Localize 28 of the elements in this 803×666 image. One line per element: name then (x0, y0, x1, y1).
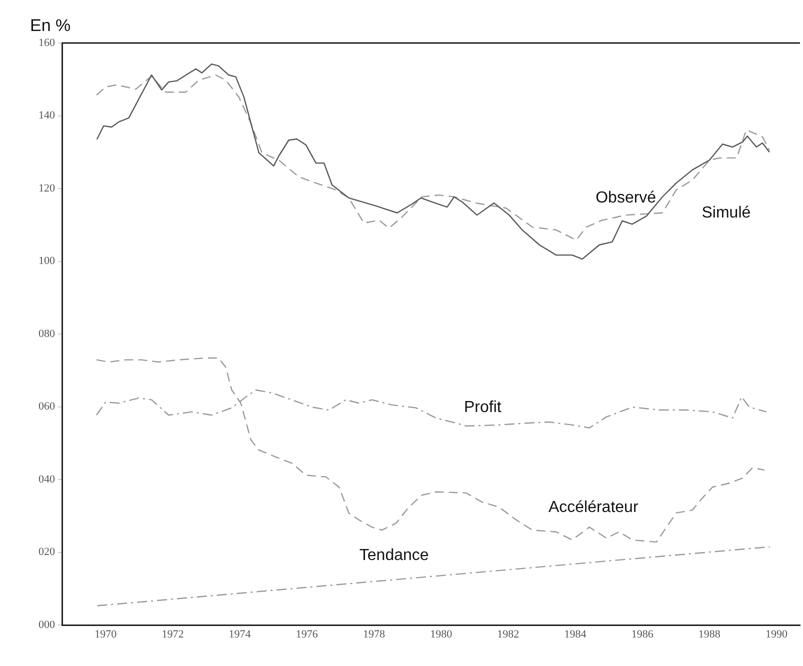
x-tick-label: 1986 (631, 628, 654, 640)
y-tick-label: 080 (38, 328, 56, 340)
line-series (96, 74, 770, 241)
x-tick-label: 1980 (430, 628, 453, 640)
series-label: Tendance (359, 547, 429, 564)
x-tick-label: 1978 (362, 628, 386, 640)
x-tick-label: 1974 (228, 628, 252, 640)
line-series (96, 357, 766, 543)
x-tick-label: 1972 (162, 628, 184, 640)
y-axis-title: En % (30, 16, 71, 36)
x-tick-label: 1976 (296, 628, 318, 640)
y-tick-label: 060 (38, 400, 56, 413)
x-tick-label: 1988 (698, 628, 721, 640)
y-tick-label: 100 (38, 255, 56, 268)
series-label: Simulé (702, 204, 751, 222)
x-tick-label: 1990 (766, 628, 788, 640)
y-tick-label: 000 (38, 618, 56, 631)
y-tick-label: 160 (38, 36, 56, 49)
series-label: Observé (596, 189, 656, 206)
y-tick-label: 040 (38, 473, 56, 486)
y-tick-label: 120 (38, 182, 56, 194)
y-tick-label: 140 (38, 110, 56, 122)
series-label: Profit (464, 398, 502, 416)
x-tick-label: 1984 (564, 628, 587, 640)
y-tick-label: 020 (38, 546, 56, 558)
x-tick-label: 1982 (497, 628, 520, 640)
x-tick-label: 1970 (94, 628, 118, 640)
series-label: Accélérateur (548, 499, 639, 516)
